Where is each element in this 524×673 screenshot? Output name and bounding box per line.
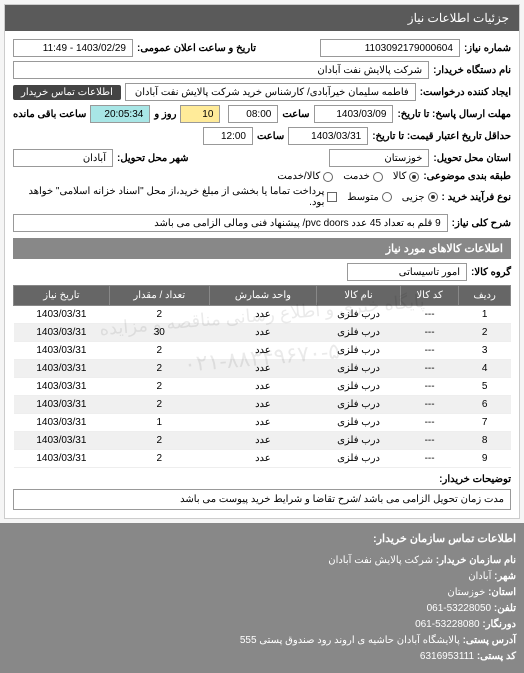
table-row: 1---درب فلزیعدد21403/03/31	[14, 306, 511, 324]
radio-small[interactable]: جزیی	[402, 192, 438, 203]
remain-time: 20:05:34	[90, 105, 150, 123]
city: آبادان	[13, 149, 113, 167]
radio-rent[interactable]: کالا/خدمت	[277, 171, 333, 182]
table-row: 3---درب فلزیعدد21403/03/31	[14, 342, 511, 360]
footer-addr: پالایشگاه آبادان حاشیه ی اروند رود صندوق…	[240, 635, 460, 646]
deadline-date: 1403/03/09	[314, 105, 394, 123]
remain-days: 10	[180, 105, 220, 123]
table-header: کد کالا	[401, 286, 459, 306]
validity-time: 12:00	[203, 127, 253, 145]
footer-addr-label: آدرس پستی:	[463, 635, 516, 646]
table-row: 2---درب فلزیعدد301403/03/31	[14, 324, 511, 342]
validity-label: حداقل تاریخ اعتبار قیمت: تا تاریخ:	[372, 131, 511, 142]
table-header: ردیف	[459, 286, 511, 306]
requester-label: ایجاد کننده درخواست:	[420, 87, 511, 98]
overall-title: 9 قلم به تعداد 45 عدد pvc doors/ پیشنهاد…	[13, 214, 448, 232]
req-number-label: شماره نیاز:	[464, 43, 511, 54]
buyer-name-label: نام دستگاه خریدار:	[433, 65, 511, 76]
group-value: امور تاسیساتی	[347, 263, 467, 281]
table-row: 4---درب فلزیعدد21403/03/31	[14, 360, 511, 378]
footer-fax: 53228080-061	[415, 619, 480, 630]
panel-title: جزئیات اطلاعات نیاز	[5, 5, 519, 31]
table-row: 8---درب فلزیعدد21403/03/31	[14, 432, 511, 450]
table-header: واحد شمارش	[209, 286, 316, 306]
table-header: نام کالا	[317, 286, 401, 306]
footer-postal: 6316953111	[420, 651, 474, 662]
budget-label: طبقه بندی موضوعی:	[423, 171, 511, 182]
table-row: 5---درب فلزیعدد21403/03/31	[14, 378, 511, 396]
buyer-desc: مدت زمان تحویل الزامی می باشد /شرح تقاضا…	[13, 489, 511, 510]
goods-section-header: اطلاعات کالاهای مورد نیاز	[13, 238, 511, 259]
footer-phone-label: تلفن:	[494, 603, 516, 614]
public-datetime: 1403/02/29 - 11:49	[13, 39, 133, 57]
table-header: تاریخ نیاز	[14, 286, 110, 306]
requester: فاطمه سلیمان خیرآبادی/ کارشناس خرید شرکت…	[125, 83, 416, 101]
time-label-2: ساعت	[257, 131, 284, 142]
remain-day-label: روز و	[154, 109, 176, 120]
province-label: استان محل تحویل:	[433, 153, 511, 164]
radio-goods[interactable]: کالا	[393, 171, 420, 182]
goods-table: ردیفکد کالانام کالاواحد شمارشتعداد / مقد…	[13, 285, 511, 468]
table-row: 6---درب فلزیعدد21403/03/31	[14, 396, 511, 414]
footer-province-label: استان:	[488, 587, 516, 598]
footer-city: آبادان	[468, 571, 491, 582]
overall-title-label: شرح کلی نیاز:	[452, 218, 511, 229]
deadline-label: مهلت ارسال پاسخ: تا تاریخ:	[397, 109, 511, 120]
footer-org: شرکت پالایش نفت آبادان	[328, 555, 433, 566]
city-label: شهر محل تحویل:	[117, 153, 189, 164]
validity-date: 1403/03/31	[288, 127, 368, 145]
public-datetime-label: تاریخ و ساعت اعلان عمومی:	[137, 43, 256, 54]
table-header: تعداد / مقدار	[109, 286, 209, 306]
buyer-desc-label: توضیحات خریدار:	[439, 474, 511, 485]
footer-fax-label: دورنگار:	[482, 619, 516, 630]
footer-org-label: نام سازمان خریدار:	[436, 555, 516, 566]
checkbox-cash[interactable]: پرداخت تماما یا بخشی از مبلغ خرید،از محل…	[13, 186, 337, 208]
footer-province: خوزستان	[447, 587, 485, 598]
process-label: نوع فرآیند خرید :	[442, 192, 511, 203]
req-number: 1103092179000604	[320, 39, 460, 57]
footer-postal-label: کد پستی:	[477, 651, 516, 662]
group-label: گروه کالا:	[471, 267, 511, 278]
footer-phone: 53228050-061	[427, 603, 492, 614]
footer-title: اطلاعات تماس سازمان خریدار:	[8, 531, 516, 549]
buyer-name: شرکت پالایش نفت آبادان	[13, 61, 429, 79]
time-label-1: ساعت	[282, 109, 309, 120]
province: خوزستان	[329, 149, 429, 167]
footer-city-label: شهر:	[494, 571, 516, 582]
radio-service[interactable]: خدمت	[343, 171, 383, 182]
contact-button[interactable]: اطلاعات تماس خریدار	[13, 85, 121, 100]
table-row: 9---درب فلزیعدد21403/03/31	[14, 450, 511, 468]
remain-label: ساعت باقی مانده	[13, 109, 86, 120]
table-row: 7---درب فلزیعدد11403/03/31	[14, 414, 511, 432]
deadline-time: 08:00	[228, 105, 278, 123]
radio-medium[interactable]: متوسط	[347, 192, 391, 203]
footer: اطلاعات تماس سازمان خریدار: نام سازمان خ…	[0, 523, 524, 673]
